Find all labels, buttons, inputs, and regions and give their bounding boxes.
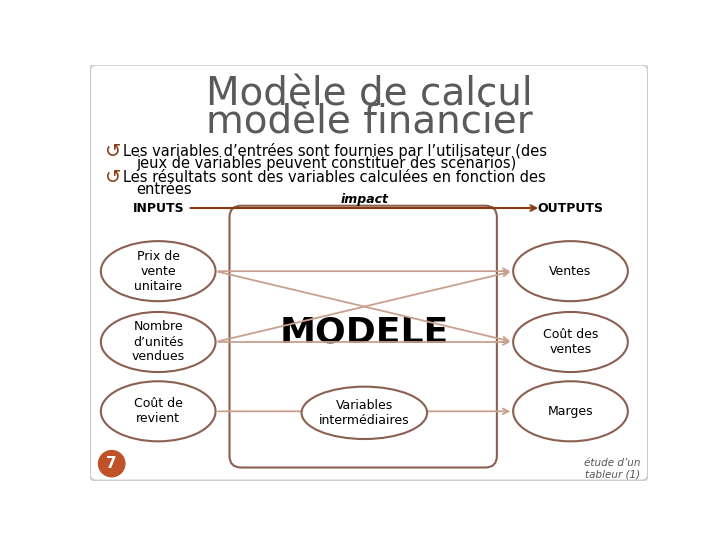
Ellipse shape [513,241,628,301]
FancyBboxPatch shape [230,206,497,468]
Circle shape [99,450,125,477]
FancyBboxPatch shape [90,65,648,481]
Text: MODELE: MODELE [280,316,449,350]
Text: Variables
intermédiaires: Variables intermédiaires [319,399,410,427]
Text: ↺: ↺ [105,141,122,160]
Text: Les résultats sont des variables calculées en fonction des: Les résultats sont des variables calculé… [122,170,545,185]
Text: Nombre
d’unités
vendues: Nombre d’unités vendues [132,321,185,363]
Text: Ventes: Ventes [549,265,592,278]
Text: Coût des
ventes: Coût des ventes [543,328,598,356]
Text: entrées: entrées [137,182,192,197]
Text: étude d’un
tableur (1): étude d’un tableur (1) [584,457,640,479]
Text: Prix de
vente
unitaire: Prix de vente unitaire [134,249,182,293]
Text: Modèle de calcul: Modèle de calcul [206,75,532,113]
Text: 7: 7 [107,456,117,471]
Ellipse shape [302,387,427,439]
Ellipse shape [101,241,215,301]
Text: Marges: Marges [548,405,593,418]
Text: modèle financier: modèle financier [206,104,532,141]
Text: Les variables d’entrées sont fournies par l’utilisateur (des: Les variables d’entrées sont fournies pa… [122,143,546,159]
Text: OUTPUTS: OUTPUTS [538,201,603,214]
Ellipse shape [101,312,215,372]
Text: INPUTS: INPUTS [132,201,184,214]
Text: impact: impact [341,193,388,206]
Text: ↺: ↺ [105,168,122,187]
Ellipse shape [513,312,628,372]
Text: Coût de
revient: Coût de revient [134,397,183,426]
Text: jeux de variables peuvent constituer des scénarios): jeux de variables peuvent constituer des… [137,156,517,171]
Ellipse shape [101,381,215,441]
Ellipse shape [513,381,628,441]
